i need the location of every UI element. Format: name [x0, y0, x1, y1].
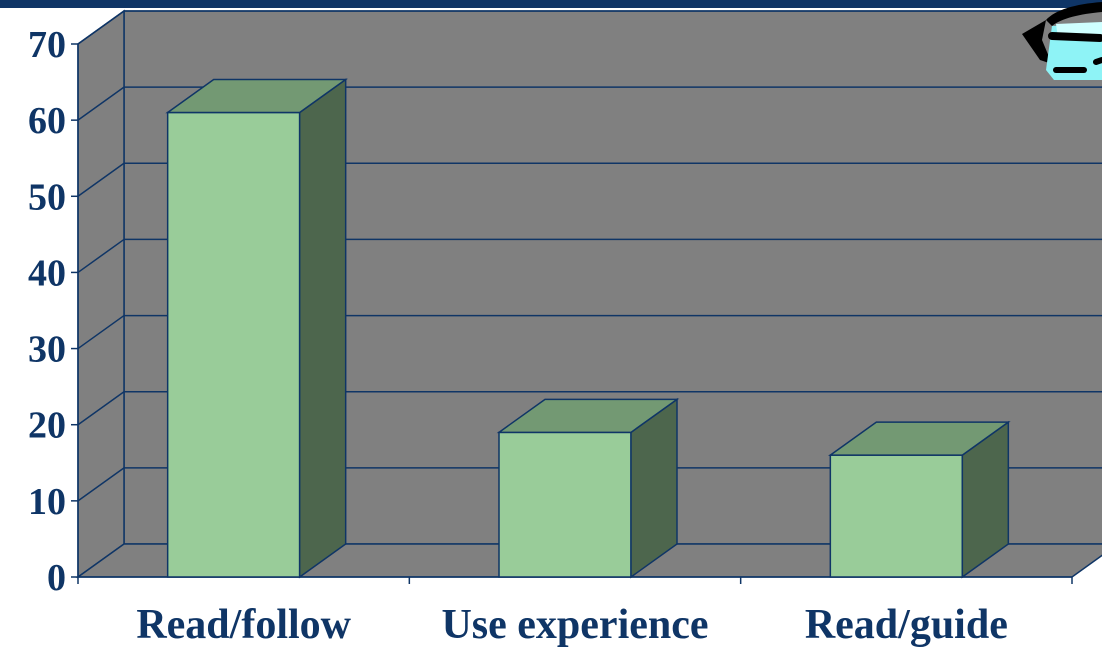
x-tick-label: Read/follow: [136, 602, 351, 648]
gridline-side: [77, 314, 125, 350]
x-tick-label: Read/guide: [805, 602, 1008, 648]
gridline-side: [77, 86, 125, 121]
y-tick-label: 0: [47, 557, 66, 599]
cartoon-eye-icon: [1022, 2, 1102, 80]
bar-front: [166, 111, 301, 578]
bar-front: [498, 431, 632, 578]
x-tick-labels: Read/follow Use experience Read/guide: [136, 602, 1008, 648]
y-tick-label: 60: [28, 100, 66, 142]
y-tick-labels: 0 10 20 30 40 50 60 70: [28, 24, 66, 599]
x-tick-label: Use experience: [441, 602, 708, 648]
y-tick-label: 70: [28, 24, 66, 66]
bar-side: [298, 78, 347, 579]
y-tick-label: 20: [28, 405, 66, 447]
bar-top: [165, 78, 348, 114]
gridline-side: [77, 391, 125, 426]
y-tick-label: 10: [28, 481, 66, 523]
gridline-side: [77, 238, 125, 274]
gridline-side: [77, 10, 125, 45]
bar-top: [828, 421, 1011, 456]
side-wall: [77, 9, 125, 579]
bar-top: [496, 398, 680, 434]
bar: [165, 78, 348, 579]
bars: [165, 78, 1011, 579]
y-tick-label: 30: [28, 329, 66, 371]
title-bar: [0, 0, 1102, 8]
bar: [828, 420, 1011, 579]
gridline-side: [77, 162, 125, 197]
bar: [496, 397, 680, 579]
bar-front: [829, 454, 964, 578]
gridline-side: [77, 467, 125, 502]
y-tick-label: 40: [28, 252, 66, 294]
y-tick-label: 50: [28, 176, 66, 218]
